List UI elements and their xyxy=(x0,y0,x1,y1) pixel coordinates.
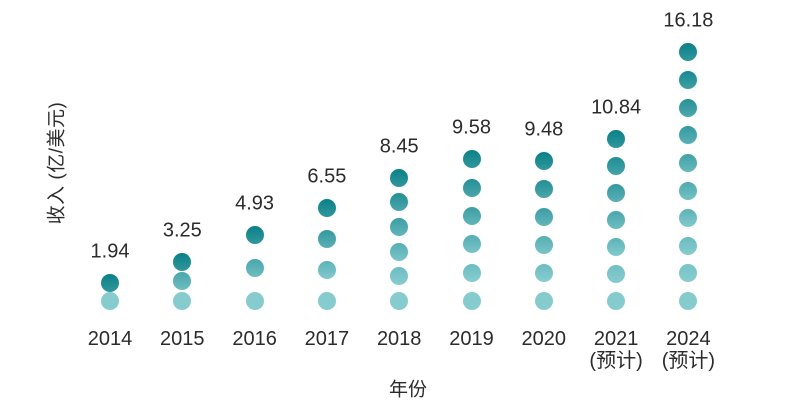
data-dot xyxy=(679,292,698,310)
data-dot xyxy=(317,292,336,310)
data-dot xyxy=(607,237,626,256)
data-dot xyxy=(534,236,553,254)
data-dot xyxy=(679,209,698,228)
data-dot xyxy=(173,252,192,271)
data-dot xyxy=(462,235,481,254)
data-dot xyxy=(390,292,409,310)
data-dot xyxy=(462,150,481,169)
data-dot xyxy=(245,292,264,310)
data-dot xyxy=(390,242,409,261)
data-dot xyxy=(462,178,481,197)
x-tick-label: 2016 xyxy=(232,328,277,350)
x-tick-label: 2019 xyxy=(449,328,494,350)
x-tick-label: 2020 xyxy=(522,328,567,350)
x-axis-title: 年份 xyxy=(388,379,428,401)
data-dot xyxy=(390,193,409,212)
x-tick-year: 2024 xyxy=(666,328,711,350)
data-dot xyxy=(607,156,626,175)
data-dot xyxy=(534,208,553,226)
data-dot xyxy=(462,263,481,282)
value-label: 10.84 xyxy=(591,96,642,119)
data-dot xyxy=(245,258,264,277)
data-dot xyxy=(679,71,698,90)
data-dot xyxy=(390,267,409,286)
data-dot xyxy=(534,152,553,171)
data-dot xyxy=(679,181,698,200)
data-dot xyxy=(462,292,481,310)
x-tick-year: 2014 xyxy=(87,328,133,350)
data-dot xyxy=(317,261,336,280)
x-tick-estimate-note: (预计) xyxy=(661,350,716,372)
x-tick-year: 2016 xyxy=(232,328,277,350)
x-tick-label: 2021 (预计) xyxy=(589,328,642,372)
value-label: 3.25 xyxy=(162,219,202,242)
x-tick-label: 2014 xyxy=(88,328,133,350)
x-tick-year: 2015 xyxy=(160,328,205,350)
x-tick-label: 2017 xyxy=(305,328,350,350)
data-dot xyxy=(607,264,626,283)
data-dot xyxy=(607,129,626,148)
data-dot xyxy=(607,210,626,229)
x-tick-year: 2021 xyxy=(593,328,639,350)
data-dot xyxy=(534,292,553,310)
data-dot xyxy=(317,230,336,249)
x-tick-estimate-note: (预计) xyxy=(589,350,643,372)
x-tick-year: 2019 xyxy=(449,328,494,350)
data-dot xyxy=(607,183,626,202)
data-dot xyxy=(679,264,698,283)
y-axis-title: 收入 (亿/美元) xyxy=(46,101,68,225)
data-dot xyxy=(534,264,553,282)
data-dot xyxy=(173,292,192,310)
data-dot xyxy=(679,98,698,117)
data-dot xyxy=(101,292,119,310)
data-dot xyxy=(173,272,192,291)
x-tick-label: 2015 xyxy=(160,328,205,350)
data-dot xyxy=(245,225,264,244)
data-dot xyxy=(101,274,119,292)
data-dot xyxy=(679,126,698,145)
value-label: 9.48 xyxy=(524,118,564,141)
data-dot xyxy=(679,236,698,255)
data-dot xyxy=(462,207,481,226)
value-label: 8.45 xyxy=(379,135,419,158)
value-label: 1.94 xyxy=(90,240,130,263)
x-tick-label: 2024 (预计) xyxy=(662,328,715,372)
x-tick-year: 2017 xyxy=(304,328,350,350)
x-tick-label: 2018 xyxy=(377,328,422,350)
data-dot xyxy=(390,218,409,237)
value-label: 4.93 xyxy=(235,192,275,215)
value-label: 9.58 xyxy=(452,116,491,139)
data-dot xyxy=(534,180,553,199)
value-label: 16.18 xyxy=(663,9,714,32)
x-tick-year: 2018 xyxy=(376,328,422,350)
value-label: 6.55 xyxy=(307,165,347,188)
x-tick-year: 2020 xyxy=(521,328,567,350)
data-dot xyxy=(390,168,409,187)
data-dot xyxy=(317,199,336,218)
data-dot xyxy=(679,153,698,172)
data-dot xyxy=(607,292,626,310)
data-dot xyxy=(679,43,698,62)
